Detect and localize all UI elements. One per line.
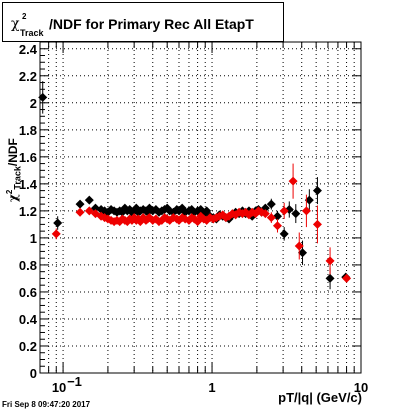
y-tick-label: 2.2 xyxy=(19,69,37,84)
data-point xyxy=(312,186,322,196)
x-tick-exponent: −1 xyxy=(67,374,82,389)
y-tick-label: 2 xyxy=(30,96,37,111)
axes xyxy=(39,41,362,374)
chart-title-box: χ 2 Track /NDF for Primary Rec All EtapT xyxy=(2,2,284,42)
data-point xyxy=(247,207,257,217)
data-point xyxy=(312,219,322,229)
data-point xyxy=(266,199,276,209)
data-point xyxy=(84,195,94,205)
tick-labels: 00.20.40.60.811.21.41.61.822.22.410 −1 1 10 xyxy=(19,42,368,395)
data-point xyxy=(272,221,282,231)
x-tick-label: 10 xyxy=(354,380,368,395)
data-point xyxy=(75,207,85,217)
x-axis-label: pT/|q| (GeV/c) xyxy=(278,390,362,405)
title-superscript: 2 xyxy=(22,12,27,21)
title-subscript: Track xyxy=(20,28,44,38)
data-point xyxy=(51,229,61,239)
y-tick-label: 0.4 xyxy=(19,312,38,327)
x-tick-label: 1 xyxy=(208,380,215,395)
data-point xyxy=(279,206,289,216)
series-1 xyxy=(51,163,352,283)
data-point xyxy=(342,273,352,283)
ylabel-sup: 2 xyxy=(5,189,14,195)
y-tick-label: 0.8 xyxy=(19,258,37,273)
data-point xyxy=(251,209,261,219)
series-0 xyxy=(38,81,351,290)
y-tick-label: 1.2 xyxy=(19,204,37,219)
data-point xyxy=(325,256,335,266)
y-tick-label: 0.6 xyxy=(19,285,37,300)
y-tick-label: 0.2 xyxy=(19,339,37,354)
data-point xyxy=(122,217,132,227)
data-point xyxy=(272,211,282,221)
data-point xyxy=(291,209,301,219)
data-point xyxy=(279,229,289,239)
ylabel-chi: χ xyxy=(6,194,20,202)
data-point xyxy=(298,248,308,258)
data-point xyxy=(75,199,85,209)
y-tick-label: 0 xyxy=(30,366,37,381)
y-tick-label: 1 xyxy=(30,231,37,246)
data-point xyxy=(304,195,314,205)
chart-title: /NDF for Primary Rec All EtapT xyxy=(49,16,254,32)
title-chi-symbol: χ xyxy=(11,16,20,32)
ylabel-text: /NDF xyxy=(6,138,20,167)
y-tick-label: 1.6 xyxy=(19,150,37,165)
data-point xyxy=(301,206,311,216)
data-point xyxy=(38,92,48,102)
data-point xyxy=(260,209,270,219)
y-tick-label: 2.4 xyxy=(19,42,38,57)
y-axis-label: χ2Track/NDF xyxy=(2,62,32,202)
y-tick-label: 1.4 xyxy=(19,177,38,192)
plot-frame xyxy=(39,41,362,374)
data-series xyxy=(38,81,352,290)
data-point xyxy=(266,213,276,223)
data-point xyxy=(325,273,335,283)
data-point xyxy=(288,176,298,186)
ylabel-sub: Track xyxy=(12,166,23,190)
timestamp: Fri Sep 8 09:47:20 2017 xyxy=(2,400,91,409)
data-point xyxy=(53,218,63,228)
x-tick-label: 10 xyxy=(52,380,66,395)
data-point xyxy=(294,241,304,251)
data-point xyxy=(120,203,130,213)
y-tick-label: 1.8 xyxy=(19,123,37,138)
